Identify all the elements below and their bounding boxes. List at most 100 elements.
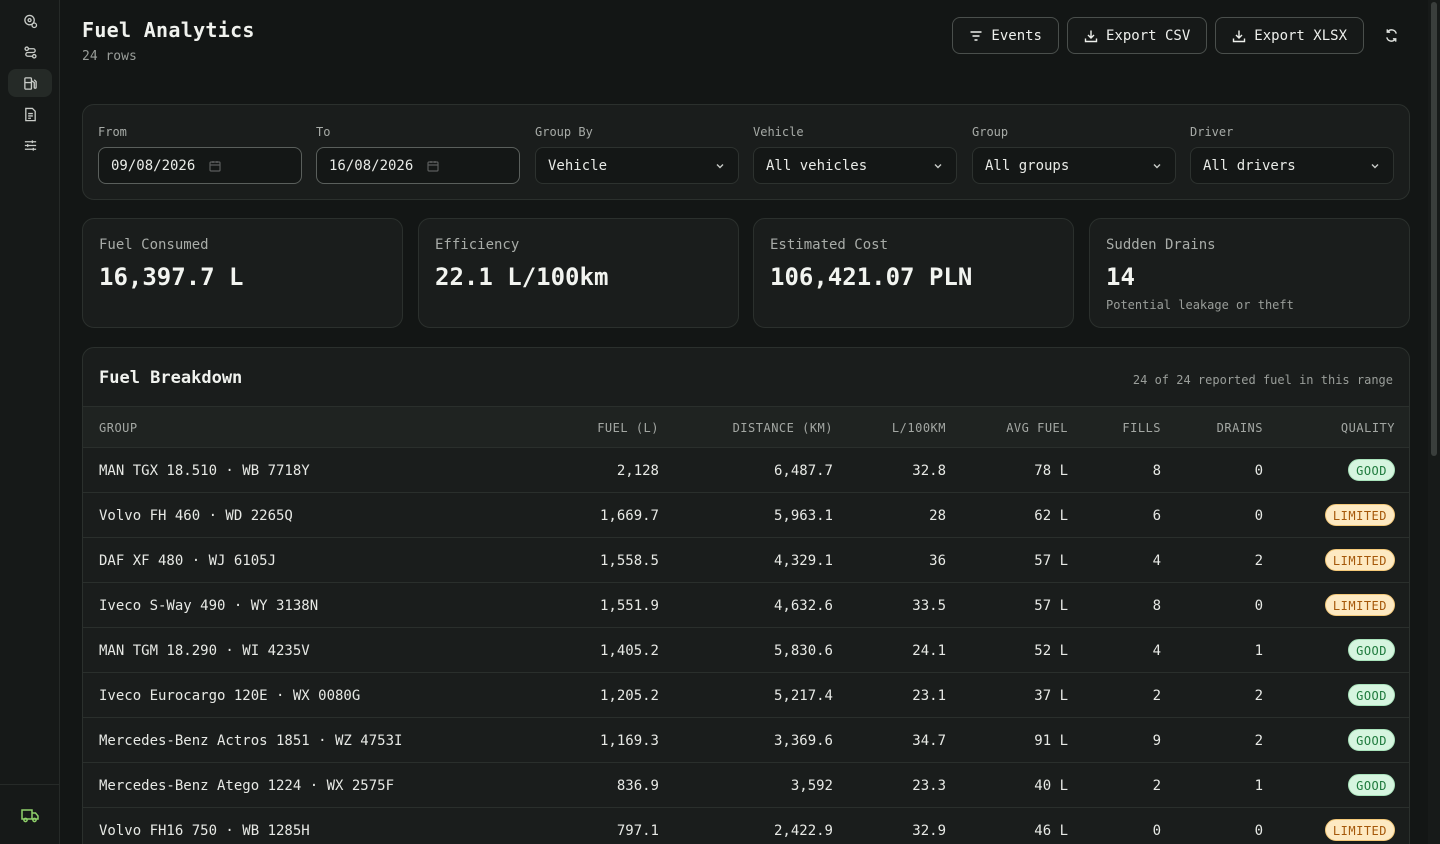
page-scrollbar-thumb[interactable] (1431, 2, 1437, 456)
sidebar-item-fuel[interactable] (8, 69, 52, 97)
to-label: To (316, 125, 331, 139)
cell-group: Iveco S-Way 490 · WY 3138N (99, 598, 319, 614)
cell-fuel: 2,128 (616, 463, 659, 479)
to-date-input[interactable]: 16/08/2026 (316, 147, 520, 184)
stat-value: 106,421.07 PLN (770, 263, 973, 291)
table-title: Fuel Breakdown (99, 368, 243, 388)
table-row[interactable]: Mercedes-Benz Actros 1851 · WZ 4753I 1,16… (83, 718, 1409, 763)
quality-badge: GOOD (1348, 774, 1395, 796)
cell-drains: 0 (1254, 598, 1263, 614)
cell-avg-fuel: 78 L (1034, 463, 1068, 479)
column-header-avg-fuel[interactable]: AVG FUEL (1006, 421, 1068, 435)
column-header-distance[interactable]: DISTANCE (KM) (732, 421, 833, 435)
export-csv-label: Export CSV (1105, 27, 1191, 44)
group-label: Group (972, 125, 1009, 139)
table-row[interactable]: Volvo FH 460 · WD 2265Q 1,669.7 5,963.1 28 6… (83, 493, 1409, 538)
driver-select[interactable]: All drivers (1190, 147, 1394, 184)
chevron-down-icon (1371, 163, 1379, 168)
stat-note: Potential leakage or theft (1106, 298, 1294, 312)
download-icon (1084, 30, 1098, 42)
cell-group: Iveco Eurocargo 120E · WX 0080G (99, 688, 361, 704)
events-button[interactable]: Events (952, 17, 1059, 54)
sidebar-footer (0, 784, 60, 844)
filter-panel: From 09/08/2026 To 16/08/2026 Group By V… (82, 104, 1410, 200)
quality-badge: LIMITED (1324, 504, 1395, 526)
cell-avg-fuel: 37 L (1034, 688, 1068, 704)
calendar-icon[interactable] (209, 160, 221, 172)
group-by-filter: Group By Vehicle (535, 125, 739, 184)
table-row[interactable]: Iveco S-Way 490 · WY 3138N 1,551.9 4,632.6… (83, 583, 1409, 628)
cell-distance: 4,632.6 (773, 598, 833, 614)
sidebar-item-settings[interactable] (8, 131, 52, 159)
to-date-value: 16/08/2026 (329, 157, 414, 174)
sidebar-item-map[interactable] (8, 7, 52, 35)
cell-drains: 0 (1254, 823, 1263, 839)
vehicle-select[interactable]: All vehicles (753, 147, 957, 184)
route-icon (23, 45, 37, 59)
cell-avg-fuel: 52 L (1034, 643, 1068, 659)
cell-drains: 1 (1254, 778, 1263, 794)
map-pin-icon (23, 14, 37, 28)
column-header-fills[interactable]: FILLS (1122, 421, 1161, 435)
cell-distance: 5,830.6 (773, 643, 833, 659)
cell-avg-fuel: 40 L (1034, 778, 1068, 794)
cell-group: Volvo FH16 750 · WB 1285H (99, 823, 310, 839)
table-row[interactable]: Mercedes-Benz Atego 1224 · WX 2575F 836.9… (83, 763, 1409, 808)
cell-avg-fuel: 91 L (1034, 733, 1068, 749)
cell-group: DAF XF 480 · WJ 6105J (99, 553, 277, 569)
vehicle-label: Vehicle (753, 125, 804, 139)
column-header-fuel[interactable]: FUEL (L) (597, 421, 659, 435)
column-header-l100km[interactable]: L/100KM (891, 421, 946, 435)
export-xlsx-button[interactable]: Export XLSX (1215, 17, 1364, 54)
table-row[interactable]: MAN TGM 18.290 · WI 4235V 1,405.2 5,830.6 2… (83, 628, 1409, 673)
cell-avg-fuel: 46 L (1034, 823, 1068, 839)
cell-l100km: 23.1 (912, 688, 946, 704)
column-header-drains[interactable]: DRAINS (1216, 421, 1263, 435)
driver-value: All drivers (1203, 157, 1296, 174)
sidebar-item-routes[interactable] (8, 38, 52, 66)
cell-distance: 3,369.6 (773, 733, 833, 749)
column-header-quality[interactable]: QUALITY (1340, 421, 1395, 435)
header-actions: Events Export CSV Export XLSX (952, 17, 1410, 54)
calendar-icon[interactable] (427, 160, 439, 172)
cell-fills: 0 (1152, 823, 1161, 839)
stat-card-estimated-cost: Estimated Cost 106,421.07 PLN (753, 218, 1074, 328)
fuel-breakdown-table: Fuel Breakdown 24 of 24 reported fuel in… (82, 347, 1410, 844)
table-row[interactable]: Volvo FH16 750 · WB 1285H 797.1 2,422.9 32.… (83, 808, 1409, 844)
from-date-input[interactable]: 09/08/2026 (98, 147, 302, 184)
cell-fuel: 1,551.9 (599, 598, 659, 614)
cell-l100km: 36 (929, 553, 946, 569)
quality-badge: LIMITED (1324, 819, 1395, 841)
stat-value: 14 (1106, 263, 1135, 291)
truck-icon[interactable] (20, 805, 40, 825)
cell-fuel: 1,205.2 (599, 688, 659, 704)
cell-avg-fuel: 57 L (1034, 553, 1068, 569)
cell-avg-fuel: 62 L (1034, 508, 1068, 524)
quality-badge: GOOD (1348, 639, 1395, 661)
quality-badge: LIMITED (1324, 594, 1395, 616)
group-select[interactable]: All groups (972, 147, 1176, 184)
page-scrollbar[interactable] (1428, 0, 1440, 844)
cell-fills: 4 (1152, 553, 1161, 569)
cell-fills: 6 (1152, 508, 1161, 524)
cell-fills: 4 (1152, 643, 1161, 659)
cell-fills: 8 (1152, 463, 1161, 479)
group-by-select[interactable]: Vehicle (535, 147, 739, 184)
table-meta: 24 of 24 reported fuel in this range (1132, 373, 1393, 387)
filter-icon (970, 30, 982, 41)
export-csv-button[interactable]: Export CSV (1066, 17, 1208, 54)
table-row[interactable]: Iveco Eurocargo 120E · WX 0080G 1,205.2 5,… (83, 673, 1409, 718)
table-row[interactable]: MAN TGX 18.510 · WB 7718Y 2,128 6,487.7 32.… (83, 448, 1409, 493)
driver-label: Driver (1190, 125, 1234, 139)
cell-fuel: 1,405.2 (599, 643, 659, 659)
refresh-button[interactable] (1372, 17, 1410, 54)
group-value: All groups (985, 157, 1070, 174)
sidebar-item-reports[interactable] (8, 100, 52, 128)
stat-card-sudden-drains: Sudden Drains 14 Potential leakage or th… (1089, 218, 1410, 328)
cell-l100km: 33.5 (912, 598, 946, 614)
quality-badge: GOOD (1348, 459, 1395, 481)
table-row[interactable]: DAF XF 480 · WJ 6105J 1,558.5 4,329.1 36 57 … (83, 538, 1409, 583)
cell-distance: 4,329.1 (773, 553, 833, 569)
document-icon (24, 107, 36, 121)
column-header-group[interactable]: GROUP (99, 421, 138, 435)
